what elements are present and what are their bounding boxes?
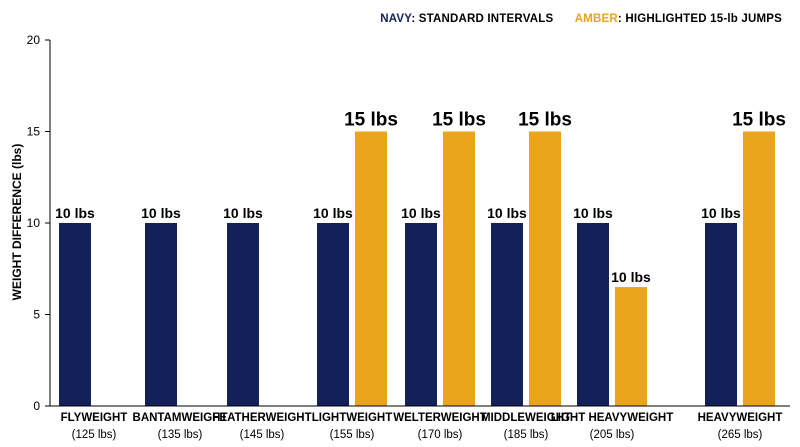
navy-bar xyxy=(317,223,349,406)
x-category-sublabel: (125 lbs) xyxy=(72,429,117,441)
legend-text-navy: : STANDARD INTERVALS xyxy=(411,13,554,25)
x-category-sublabel: (155 lbs) xyxy=(330,429,375,441)
bar-value-label: 10 lbs xyxy=(487,205,527,221)
y-tick-label: 20 xyxy=(27,33,41,47)
y-axis-title: WEIGHT DIFFERENCE (lbs) xyxy=(10,144,24,301)
x-category-sublabel: (205 lbs) xyxy=(590,429,635,441)
navy-bar xyxy=(145,223,177,406)
bar-value-label: 10 lbs xyxy=(141,205,181,221)
amber-bar xyxy=(615,287,647,406)
bars xyxy=(59,131,775,406)
legend-key-amber: AMBER xyxy=(574,13,618,25)
navy-bar xyxy=(227,223,259,406)
legend-item-navy: NAVY: STANDARD INTERVALS xyxy=(380,13,553,25)
bar-value-label: 15 lbs xyxy=(344,110,398,131)
legend-item-amber: AMBER: HIGHLIGHTED 15-lb JUMPS xyxy=(575,13,782,25)
legend-text-amber: : HIGHLIGHTED 15-lb JUMPS xyxy=(617,13,782,25)
x-category-label: HEAVYWEIGHT xyxy=(698,412,783,424)
x-category-sublabel: (170 lbs) xyxy=(418,429,463,441)
x-category-label: WELTERWEIGHT xyxy=(393,412,486,424)
navy-bar xyxy=(405,223,437,406)
amber-bar xyxy=(529,131,561,406)
y-tick-label: 10 xyxy=(27,216,41,230)
x-category-sublabel: (145 lbs) xyxy=(240,429,285,441)
x-category-label: LIGHTWEIGHT xyxy=(312,412,393,424)
bar-value-label: 10 lbs xyxy=(573,205,613,221)
x-category-label: LIGHT HEAVYWEIGHT xyxy=(551,412,673,424)
x-category-label: FLYWEIGHT xyxy=(61,412,128,424)
x-category-label: BANTAMWEIGHT xyxy=(133,412,228,424)
navy-bar xyxy=(577,223,609,406)
x-axis: FLYWEIGHT (125 lbs) BANTAMWEIGHT (135 lbs) F… xyxy=(50,405,790,441)
navy-bar xyxy=(59,223,91,406)
bar-value-label: 10 lbs xyxy=(701,205,741,221)
y-tick-label: 5 xyxy=(33,308,40,322)
legend-key-navy: NAVY xyxy=(380,13,412,25)
bar-value-label: 15 lbs xyxy=(518,110,572,131)
navy-bar xyxy=(705,223,737,406)
amber-bar xyxy=(443,131,475,406)
x-category-sublabel: (135 lbs) xyxy=(158,429,203,441)
y-tick-label: 0 xyxy=(33,399,40,413)
amber-bar xyxy=(743,131,775,406)
bar-value-labels: 10 lbs 10 lbs 10 lbs 10 lbs 10 lbs 10 lbs 10 l… xyxy=(55,110,786,286)
bar-value-label: 10 lbs xyxy=(55,205,95,221)
x-category-label: MIDDLEWEIGHT xyxy=(481,412,571,424)
bar-value-label: 10 lbs xyxy=(401,205,441,221)
x-category-label: FEATHERWEIGHT xyxy=(212,412,311,424)
x-category-sublabel: (185 lbs) xyxy=(504,429,549,441)
y-axis: 0 5 10 15 20 xyxy=(27,33,51,413)
y-tick-label: 15 xyxy=(27,125,41,139)
navy-bar xyxy=(491,223,523,406)
bar-value-label: 15 lbs xyxy=(432,110,486,131)
amber-bar xyxy=(355,131,387,406)
bar-value-label: 10 lbs xyxy=(611,269,651,285)
x-category-sublabel: (265 lbs) xyxy=(718,429,763,441)
legend: NAVY: STANDARD INTERVALS AMBER: HIGHLIGH… xyxy=(362,13,782,25)
bar-value-label: 10 lbs xyxy=(223,205,263,221)
bar-value-label: 15 lbs xyxy=(732,110,786,131)
bar-value-label: 10 lbs xyxy=(313,205,353,221)
